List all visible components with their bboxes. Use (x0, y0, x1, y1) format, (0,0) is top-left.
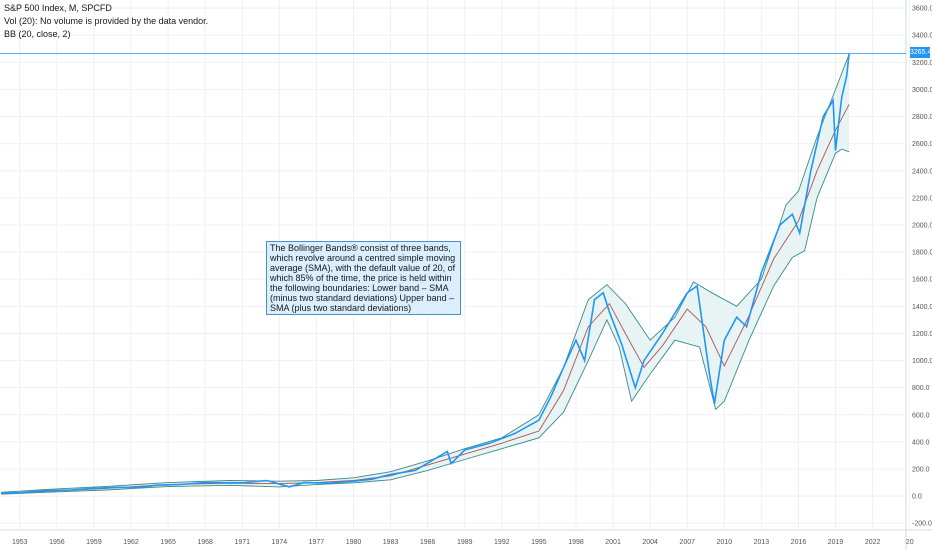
y-tick-label: 2800.0 (912, 114, 932, 121)
x-tick-label: 2001 (605, 539, 621, 546)
symbol-title[interactable]: S&P 500 Index, M, SPCFD (4, 3, 112, 13)
y-tick-label: 3400.0 (912, 33, 932, 40)
chart-legend: S&P 500 Index, M, SPCFD Vol (20): No vol… (4, 2, 208, 41)
lower-band-line (1, 148, 850, 495)
x-tick-label: 1980 (346, 539, 362, 546)
x-tick-label: 20 (906, 539, 914, 546)
y-tick-label: 3600.0 (912, 6, 932, 13)
volume-legend[interactable]: Vol (20): No volume is provided by the d… (4, 16, 209, 26)
x-tick-label: 1971 (234, 539, 250, 546)
x-tick-label: 1953 (12, 539, 28, 546)
x-tick-label: 1956 (49, 539, 65, 546)
x-tick-label: 1995 (531, 539, 547, 546)
indicator-legend[interactable]: BB (20, close, 2) (4, 29, 71, 39)
x-tick-label: 1977 (309, 539, 325, 546)
y-tick-label: 1600.0 (912, 277, 932, 284)
y-tick-label: 1800.0 (912, 250, 932, 257)
y-tick-label: 2600.0 (912, 141, 932, 148)
x-tick-label: 2004 (642, 539, 658, 546)
x-tick-label: 1986 (420, 539, 436, 546)
x-tick-label: 1989 (457, 539, 473, 546)
y-tick-label: 1200.0 (912, 331, 932, 338)
x-tick-label: 2016 (791, 539, 807, 546)
y-tick-label: 2200.0 (912, 195, 932, 202)
x-tick-label: 2022 (865, 539, 881, 546)
y-tick-label: 3200.0 (912, 60, 932, 67)
y-tick-label: 0.0 (912, 494, 922, 501)
y-tick-label: 3000.0 (912, 87, 932, 94)
basis-sma-line (1, 104, 850, 494)
x-tick-label: 2007 (679, 539, 695, 546)
x-tick-label: 1983 (383, 539, 399, 546)
x-tick-label: 2019 (828, 539, 844, 546)
y-tick-label: 2400.0 (912, 168, 932, 175)
bollinger-note-callout[interactable]: The Bollinger Bands® consist of three ba… (266, 241, 461, 315)
y-tick-label: 1400.0 (912, 304, 932, 311)
x-tick-label: 1974 (272, 539, 288, 546)
x-tick-label: 1959 (86, 539, 102, 546)
y-tick-label: 800.0 (912, 385, 930, 392)
x-tick-label: 1998 (568, 539, 584, 546)
y-tick-label: 600.0 (912, 412, 930, 419)
y-tick-label: -200.0 (912, 521, 932, 528)
x-tick-label: 2013 (754, 539, 770, 546)
x-tick-label: 1992 (494, 539, 510, 546)
x-tick-label: 2010 (717, 539, 733, 546)
x-tick-label: 1968 (197, 539, 213, 546)
y-tick-label: 2000.0 (912, 223, 932, 230)
y-tick-label: 200.0 (912, 467, 930, 474)
x-tick-label: 1962 (123, 539, 139, 546)
y-tick-label: 1000.0 (912, 358, 932, 365)
last-price-label: 3265.4 (910, 47, 932, 58)
price-line (1, 53, 850, 494)
y-tick-label: 400.0 (912, 439, 930, 446)
x-tick-label: 1965 (160, 539, 176, 546)
